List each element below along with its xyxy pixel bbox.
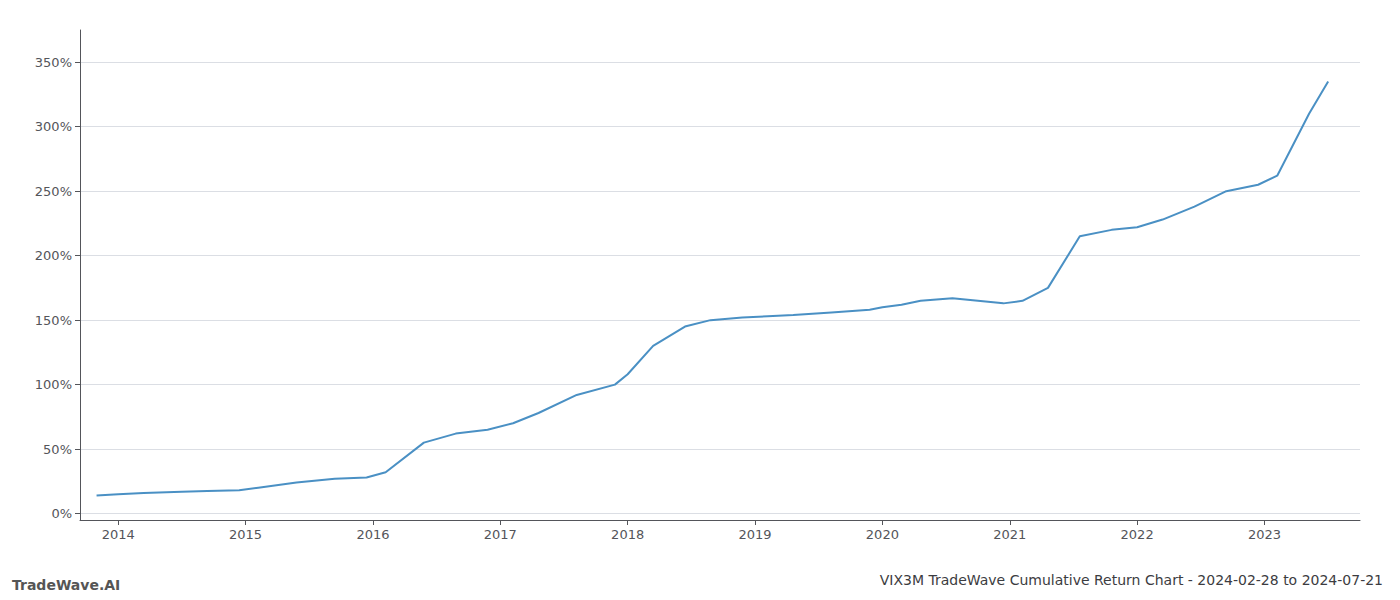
svg-text:250%: 250%: [35, 184, 72, 199]
svg-text:0%: 0%: [51, 506, 72, 521]
svg-text:2021: 2021: [993, 527, 1026, 542]
svg-text:2018: 2018: [611, 527, 644, 542]
svg-text:200%: 200%: [35, 248, 72, 263]
svg-text:150%: 150%: [35, 313, 72, 328]
svg-text:2019: 2019: [738, 527, 771, 542]
svg-text:2016: 2016: [356, 527, 389, 542]
svg-text:50%: 50%: [43, 442, 72, 457]
svg-text:2023: 2023: [1248, 527, 1281, 542]
svg-text:2014: 2014: [102, 527, 135, 542]
svg-text:350%: 350%: [35, 55, 72, 70]
svg-text:TradeWave.AI: TradeWave.AI: [12, 577, 120, 593]
svg-text:2017: 2017: [484, 527, 517, 542]
svg-text:VIX3M TradeWave Cumulative Ret: VIX3M TradeWave Cumulative Return Chart …: [880, 572, 1383, 588]
svg-text:300%: 300%: [35, 119, 72, 134]
svg-text:2020: 2020: [866, 527, 899, 542]
svg-text:100%: 100%: [35, 377, 72, 392]
svg-text:2015: 2015: [229, 527, 262, 542]
svg-text:2022: 2022: [1121, 527, 1154, 542]
